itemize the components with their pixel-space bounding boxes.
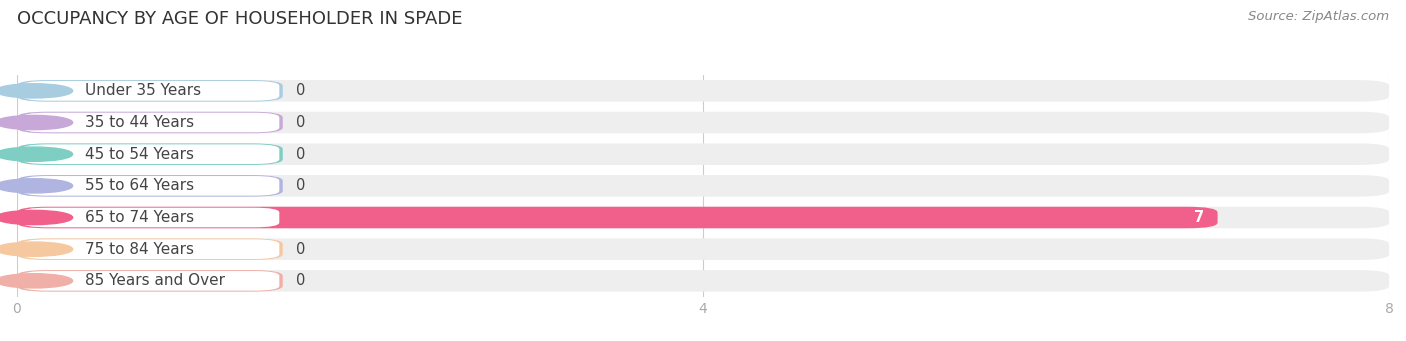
FancyBboxPatch shape [17, 270, 1389, 292]
Text: 35 to 44 Years: 35 to 44 Years [84, 115, 194, 130]
Circle shape [0, 147, 73, 161]
FancyBboxPatch shape [22, 239, 280, 259]
Text: 55 to 64 Years: 55 to 64 Years [84, 178, 194, 193]
FancyBboxPatch shape [17, 112, 283, 133]
FancyBboxPatch shape [17, 80, 1389, 102]
Text: Under 35 Years: Under 35 Years [84, 83, 201, 98]
FancyBboxPatch shape [17, 112, 1389, 133]
Circle shape [0, 210, 73, 225]
FancyBboxPatch shape [17, 207, 1389, 228]
Text: 0: 0 [297, 242, 307, 257]
FancyBboxPatch shape [17, 144, 283, 165]
Circle shape [0, 84, 73, 98]
FancyBboxPatch shape [17, 207, 1218, 228]
Text: 0: 0 [297, 83, 307, 98]
Circle shape [0, 242, 73, 256]
FancyBboxPatch shape [22, 113, 280, 132]
FancyBboxPatch shape [17, 238, 283, 260]
FancyBboxPatch shape [17, 175, 1389, 197]
FancyBboxPatch shape [22, 176, 280, 196]
FancyBboxPatch shape [17, 80, 283, 102]
Text: 0: 0 [297, 178, 307, 193]
Text: 0: 0 [297, 273, 307, 288]
FancyBboxPatch shape [17, 175, 283, 197]
FancyBboxPatch shape [22, 144, 280, 164]
Text: 65 to 74 Years: 65 to 74 Years [84, 210, 194, 225]
Text: 0: 0 [297, 147, 307, 162]
Text: 7: 7 [1194, 210, 1204, 225]
Text: 0: 0 [297, 115, 307, 130]
FancyBboxPatch shape [22, 81, 280, 101]
FancyBboxPatch shape [22, 208, 280, 227]
Circle shape [0, 115, 73, 130]
Text: Source: ZipAtlas.com: Source: ZipAtlas.com [1249, 10, 1389, 23]
FancyBboxPatch shape [17, 238, 1389, 260]
Circle shape [0, 274, 73, 288]
Text: 45 to 54 Years: 45 to 54 Years [84, 147, 194, 162]
FancyBboxPatch shape [22, 271, 280, 291]
Text: OCCUPANCY BY AGE OF HOUSEHOLDER IN SPADE: OCCUPANCY BY AGE OF HOUSEHOLDER IN SPADE [17, 10, 463, 28]
FancyBboxPatch shape [17, 144, 1389, 165]
FancyBboxPatch shape [17, 270, 283, 292]
Text: 85 Years and Over: 85 Years and Over [84, 273, 225, 288]
Text: 75 to 84 Years: 75 to 84 Years [84, 242, 194, 257]
Circle shape [0, 179, 73, 193]
